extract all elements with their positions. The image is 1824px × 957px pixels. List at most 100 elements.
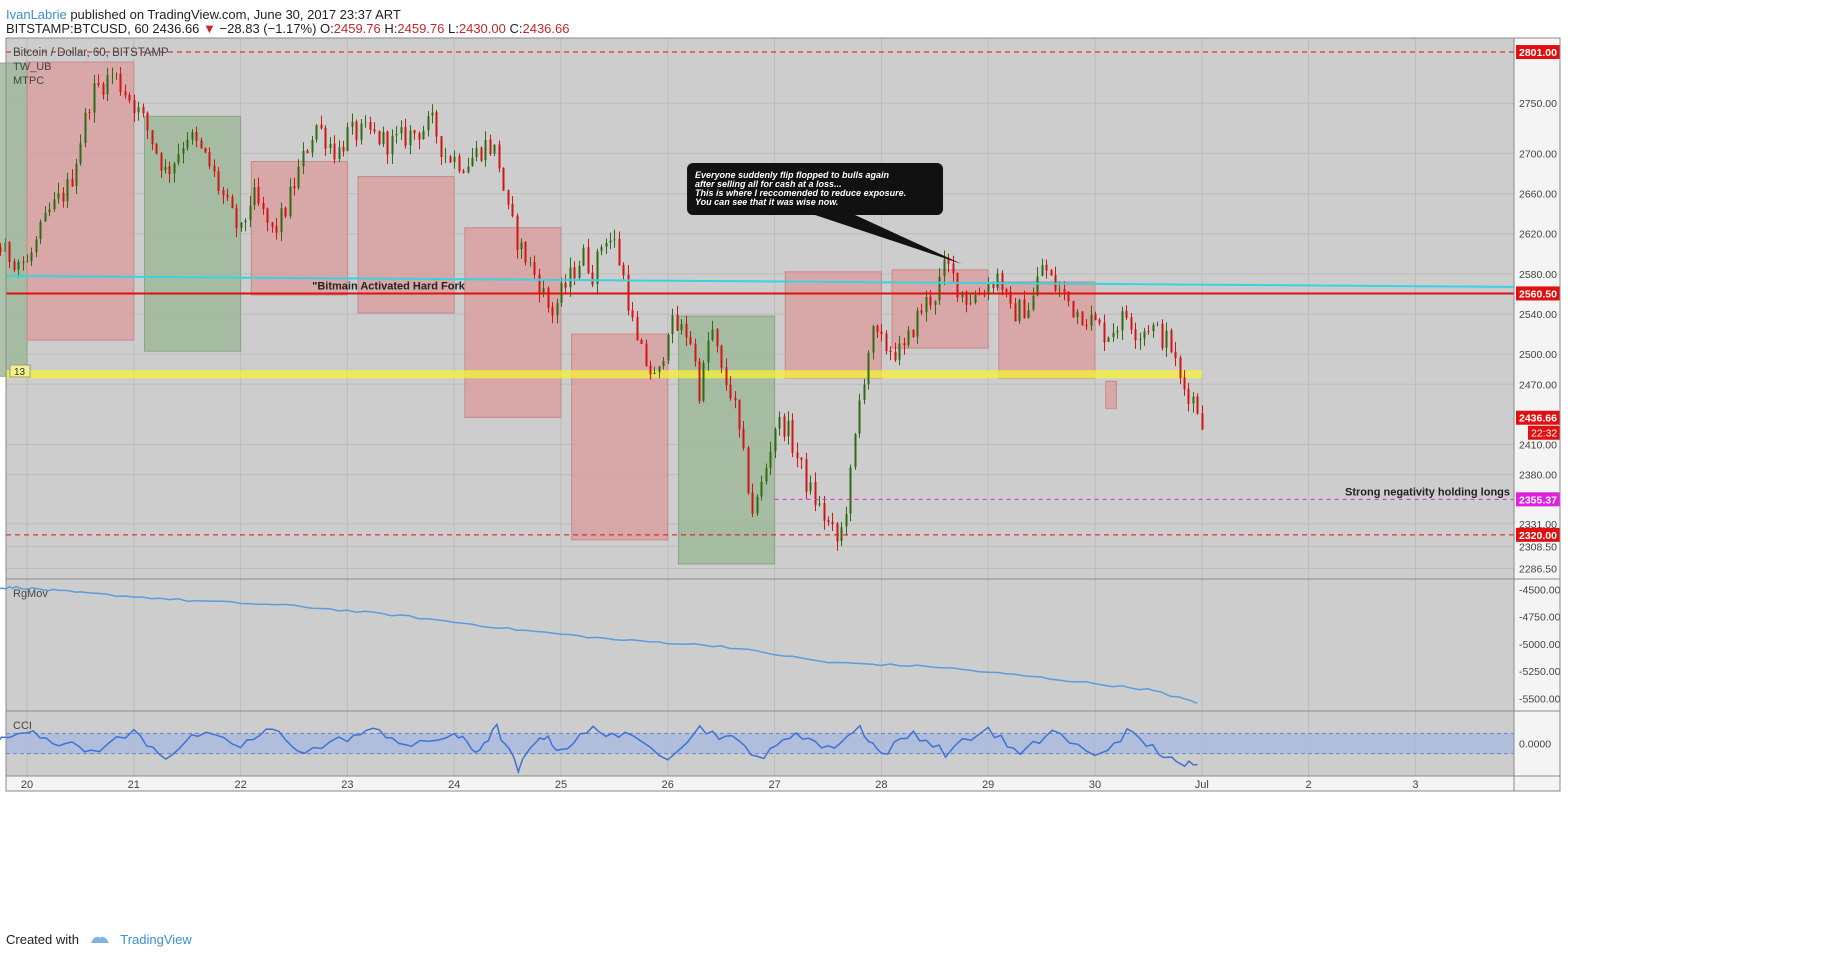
price-tick-label: 2470.00	[1519, 379, 1557, 391]
date-tick-label: 25	[555, 779, 567, 791]
footer: Created with TradingView	[6, 930, 192, 950]
created-with-label: Created with	[6, 932, 79, 947]
study-label: MTPC	[13, 75, 44, 87]
price-tick-label: 2620.00	[1519, 229, 1557, 241]
price-level-tag	[1516, 286, 1560, 301]
rgmov-tick-label: -5000.00	[1519, 639, 1561, 651]
low-value: 2430.00	[458, 21, 506, 36]
rgmov-tick-label: -4750.00	[1519, 612, 1561, 624]
cyan-trendline	[5, 274, 1515, 288]
last-price-tag	[1516, 410, 1560, 425]
high-value: 2459.76	[397, 21, 445, 36]
callout-line: This is where I reccomended to reduce ex…	[695, 188, 906, 198]
cci-tick-label: 0.0000	[1519, 739, 1551, 751]
tradingview-logo-icon	[90, 936, 109, 943]
close-label: C:	[509, 21, 523, 36]
time-axis	[6, 776, 1560, 791]
close-value: 2436.66	[522, 21, 570, 36]
rgmov-tick-label: -5250.00	[1519, 666, 1561, 678]
rgmov-tick-label: -5500.00	[1519, 693, 1561, 705]
date-tick-label: 20	[21, 779, 33, 791]
red-zone-box	[784, 271, 882, 379]
date-tick-label: 2	[1306, 779, 1312, 791]
date-tick-label: 22	[234, 779, 246, 791]
price-level-tag	[1516, 492, 1560, 507]
price-tick-label: 2580.00	[1519, 269, 1557, 281]
price-tick-label: 2286.50	[1519, 563, 1557, 575]
candles	[0, 66, 1204, 551]
symbol-label: BITSTAMP:BTCUSD, 60	[6, 21, 149, 36]
rgmov-title: RgMov	[13, 588, 48, 600]
green-zone-box	[677, 315, 776, 565]
last-price: 2436.66	[152, 21, 200, 36]
countdown-tag	[1528, 425, 1560, 440]
red-zone-box	[357, 176, 455, 314]
red-zone-box	[464, 227, 562, 418]
study-label: TW_UB	[13, 61, 52, 73]
price-tick-label: 2410.00	[1519, 440, 1557, 452]
price-level-label: 2355.37	[1519, 494, 1557, 506]
chart-border	[5, 37, 1561, 792]
date-tick-label: 30	[1089, 779, 1101, 791]
date-tick-label: 24	[448, 779, 460, 791]
chart-canvas[interactable]: 13 2750.00 2700.00 2660.00 2620.00 2580.00 254…	[0, 0, 1824, 925]
price-level-label: 2560.50	[1519, 288, 1557, 300]
green-zone-box	[143, 115, 242, 352]
red-zone-box	[26, 61, 135, 341]
red-zone-box	[1105, 380, 1117, 409]
yellow-band	[6, 370, 1202, 379]
date-tick-label: 29	[982, 779, 994, 791]
publisher-line: IvanLabrie published on TradingView.com,…	[6, 2, 401, 27]
date-tick-label: 21	[128, 779, 140, 791]
published-text: published on TradingView.com, June 30, 2…	[66, 7, 401, 22]
price-tick-label: 2331.00	[1519, 519, 1557, 531]
hard-fork-annotation: "Bitmain Activated Hard Fork	[312, 280, 466, 292]
high-label: H:	[384, 21, 398, 36]
quote-line: BITSTAMP:BTCUSD, 60 2436.66 ▼ −28.83 (−1…	[6, 19, 569, 39]
price-level-tag	[1516, 527, 1560, 542]
cci-line	[0, 722, 1198, 775]
date-tick-label: 23	[341, 779, 353, 791]
price-tick-label: 2700.00	[1519, 148, 1557, 160]
date-tick-label: 27	[768, 779, 780, 791]
date-tick-label: 3	[1412, 779, 1418, 791]
rgmov-line	[0, 585, 1198, 704]
callout-line: Everyone suddenly flip flopped to bulls …	[695, 170, 890, 180]
price-level-label: 2320.00	[1519, 530, 1557, 542]
callout-pointer	[815, 215, 962, 264]
tradingview-link[interactable]: TradingView	[120, 932, 192, 947]
date-tick-label: 28	[875, 779, 887, 791]
low-label: L:	[448, 21, 459, 36]
price-tick-label: 2380.00	[1519, 470, 1557, 482]
down-arrow-icon: ▼	[203, 21, 216, 36]
callout-box	[687, 163, 944, 215]
price-tick-label: 2308.50	[1519, 541, 1557, 553]
cci-band	[6, 733, 1514, 754]
negativity-annotation: Strong negativity holding longs	[1345, 486, 1510, 498]
callout-line: after selling all for cash at a loss...	[695, 179, 842, 189]
price-change: −28.83 (−1.17%)	[219, 21, 317, 36]
open-value: 2459.76	[333, 21, 381, 36]
price-tick-label: 2500.00	[1519, 349, 1557, 361]
price-tick-label: 2540.00	[1519, 309, 1557, 321]
callout-line: You can see that it was wise now.	[695, 197, 838, 207]
red-zone-box	[571, 333, 669, 541]
price-tick-label: 2660.00	[1519, 189, 1557, 201]
price-tick-label: 2750.00	[1519, 98, 1557, 110]
date-tick-label: 26	[662, 779, 674, 791]
last-price-label: 2436.66	[1519, 413, 1557, 425]
green-zone-box	[0, 62, 28, 377]
yellow-badge: 13	[14, 367, 26, 378]
countdown-label: 22:32	[1531, 428, 1557, 440]
badge-box	[9, 364, 31, 378]
price-axis	[1514, 38, 1560, 776]
author-link[interactable]: IvanLabrie	[6, 7, 67, 22]
cci-title: CCI	[13, 720, 32, 732]
price-level-label: 2801.00	[1519, 47, 1557, 59]
date-tick-label: Jul	[1195, 779, 1209, 791]
red-zone-box	[998, 281, 1096, 379]
rgmov-tick-label: -4500.00	[1519, 585, 1561, 597]
price-level-tag	[1516, 45, 1560, 60]
main-pane-title: Bitcoin / Dollar, 60, BITSTAMP	[13, 47, 169, 59]
open-label: O:	[320, 21, 334, 36]
